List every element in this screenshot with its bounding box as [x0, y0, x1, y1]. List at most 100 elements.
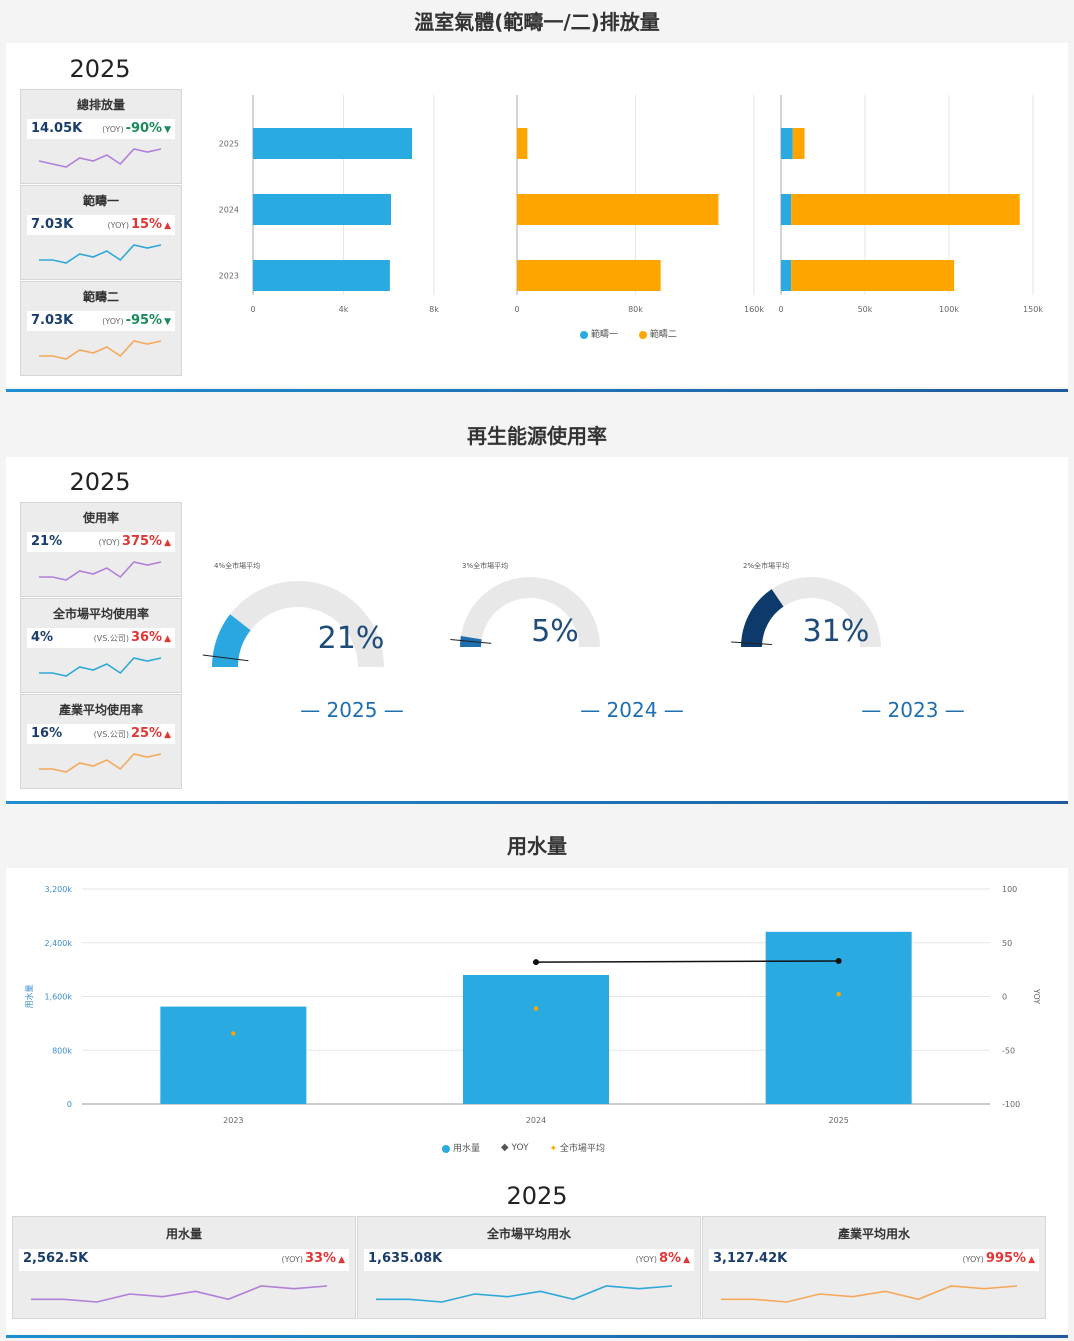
section2-divider — [6, 801, 1068, 804]
gauge-fill — [741, 589, 784, 647]
gauge-track — [741, 577, 881, 647]
kpi-change-label: (YOY) — [962, 1255, 984, 1264]
sparkline — [38, 148, 162, 168]
legend-avg: 全市場平均 — [559, 1144, 605, 1154]
gauge-value: 21% — [318, 621, 385, 656]
kpi-change-label: (VS.公司) — [93, 634, 129, 643]
kpi-card: 範疇二 7.03K (YOY) -95% ▼ — [20, 281, 182, 376]
kpi-card: 全市場平均使用率 4% (VS.公司) 36% ▲ — [20, 598, 182, 693]
section3-year: 2025 — [506, 1182, 568, 1210]
bar — [160, 1006, 307, 1104]
y2-axis-title: YOY — [1032, 988, 1041, 1004]
sparkline-path — [721, 1285, 1018, 1303]
kpi-row: 16% (VS.公司) 25% ▲ — [27, 724, 175, 744]
kpi-change-value: 36% — [130, 630, 163, 645]
y-tick-label: 2024 — [219, 206, 239, 215]
sparkline-path — [39, 753, 162, 773]
bar — [765, 931, 912, 1104]
kpi-card: 產業平均用水 3,127.42K (YOY) 995% ▲ — [702, 1216, 1046, 1319]
kpi-change-value: 8% — [659, 1251, 682, 1266]
bar — [463, 975, 609, 1104]
kpi-row: 4% (VS.公司) 36% ▲ — [27, 628, 175, 648]
x-tick-label: 2025 — [828, 1116, 848, 1125]
kpi-value: 3,127.42K — [713, 1251, 788, 1266]
kpi-change-value: -90% — [125, 121, 163, 136]
yoy-point — [533, 959, 539, 966]
gauge-track — [460, 577, 600, 647]
bar — [517, 260, 661, 291]
kpi-change: (YOY) 8% ▲ — [636, 1251, 690, 1266]
section3-divider — [6, 1335, 1068, 1338]
gauge-year-2024: — 2024 — — [580, 698, 684, 722]
kpi-card: 總排放量 14.05K (YOY) -90% ▼ — [20, 89, 182, 184]
x-tick-label: 2024 — [526, 1116, 546, 1125]
sparkline-path — [39, 561, 162, 581]
legend-scope1: 範疇一 — [591, 330, 619, 340]
x-tick-label: 50k — [858, 305, 873, 314]
bar — [253, 128, 413, 159]
kpi-row: 21% (YOY) 375% ▲ — [27, 532, 175, 552]
legend-water: 用水量 — [453, 1144, 481, 1154]
kpi-value: 7.03K — [31, 217, 74, 232]
sparkline — [39, 340, 162, 360]
renewable-gauges: 4%全市場平均 21% 3%全市場平均 5% 2%全市場平均 31% — [202, 561, 881, 667]
kpi-title: 全市場平均用水 — [486, 1227, 571, 1241]
kpi-row: 7.03K (YOY) -95% ▼ — [27, 311, 175, 331]
gauge-avg-label: 4%全市場平均 — [214, 561, 260, 570]
kpi-row: 14.05K (YOY) -90% ▼ — [27, 119, 175, 139]
bar — [253, 194, 392, 225]
x-tick-label: 100k — [939, 305, 959, 314]
emissions-chart: 0 4k 8k 2025 2024 2023 0 80k 160k 0 50k 100k 150k — [219, 95, 1043, 314]
kpi-card: 產業平均使用率 16% (VS.公司) 25% ▲ — [20, 694, 182, 789]
kpi-change: (YOY) 33% ▲ — [282, 1251, 345, 1266]
kpi-row: 1,635.08K (YOY) 8% ▲ — [364, 1249, 694, 1271]
emissions-legend: 範疇一 範疇二 — [580, 327, 695, 340]
gauge-track — [212, 581, 384, 667]
kpi-value: 1,635.08K — [368, 1251, 443, 1266]
bar — [792, 128, 805, 159]
y2-tick-label: 100 — [1002, 885, 1017, 894]
arrow-down-icon: ▼ — [164, 125, 171, 135]
kpi-card: 使用率 21% (YOY) 375% ▲ — [20, 502, 182, 597]
arrow-up-icon: ▲ — [1028, 1255, 1035, 1265]
section3-title: 用水量 — [507, 834, 567, 858]
x-tick-label: 0 — [778, 305, 783, 314]
gauge-avg-marker — [202, 654, 249, 662]
kpi-row: 2,562.5K (YOY) 33% ▲ — [19, 1249, 349, 1271]
x-tick-label: 0 — [250, 305, 255, 314]
kpi-value: 21% — [31, 534, 63, 549]
bar — [781, 194, 792, 225]
bar — [517, 194, 719, 225]
legend-dot-water — [442, 1144, 450, 1153]
kpi-title: 產業平均使用率 — [58, 703, 143, 717]
kpi-change: (YOY) 15% ▲ — [108, 217, 171, 232]
arrow-up-icon: ▲ — [164, 221, 171, 231]
bar — [253, 260, 390, 291]
kpi-change-value: 375% — [121, 534, 163, 549]
yoy-line — [535, 960, 839, 963]
section1-divider — [6, 389, 1068, 392]
kpi-change: (YOY) 995% ▲ — [962, 1251, 1035, 1266]
kpi-change: (YOY) -95% ▼ — [102, 313, 171, 328]
sparkline-path — [39, 244, 162, 264]
sparkline — [31, 1285, 328, 1303]
legend-avg-marker: ✦ — [549, 1144, 557, 1154]
bar — [781, 260, 792, 291]
x-tick-label: 150k — [1023, 305, 1043, 314]
kpi-title: 全市場平均使用率 — [52, 607, 149, 621]
bar — [781, 128, 793, 159]
y-tick-label: 800k — [52, 1046, 72, 1055]
kpi-value: 2,562.5K — [23, 1251, 89, 1266]
gauge-year-2023: — 2023 — — [861, 698, 965, 722]
kpi-title: 總排放量 — [76, 98, 125, 112]
kpi-change-label: (YOY) — [102, 317, 124, 326]
legend-dot-scope1 — [580, 330, 588, 339]
kpi-card: 用水量 2,562.5K (YOY) 33% ▲ — [12, 1216, 356, 1319]
kpi-row: 7.03K (YOY) 15% ▲ — [27, 215, 175, 235]
section1-title: 溫室氣體(範疇一/二)排放量 — [414, 10, 660, 34]
sparkline-path — [39, 657, 162, 677]
kpi-title: 用水量 — [165, 1227, 202, 1241]
sparkline — [39, 561, 162, 581]
x-tick-label: 4k — [339, 305, 349, 314]
kpi-change: (VS.公司) 36% ▲ — [94, 630, 171, 645]
